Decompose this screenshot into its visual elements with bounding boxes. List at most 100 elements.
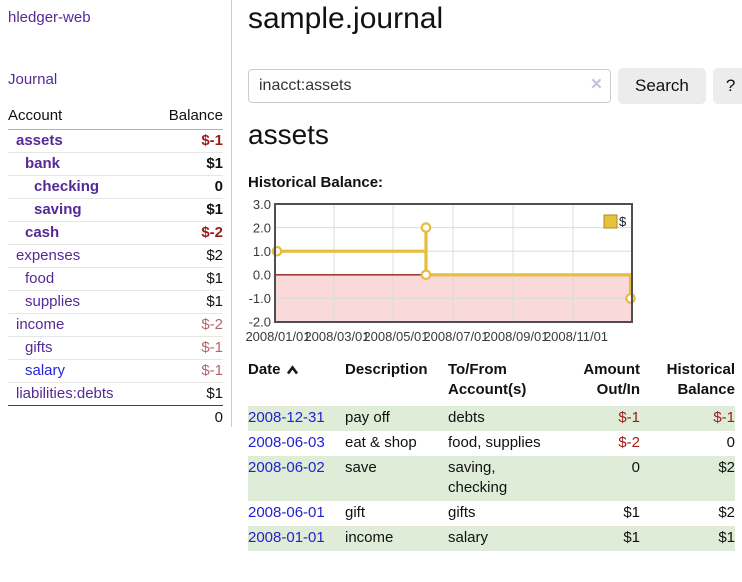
account-balance: $1 [150, 267, 223, 291]
sort-asc-icon [286, 361, 299, 381]
sidebar: hledger-web Journal Account Balance asse… [0, 0, 232, 429]
svg-text:2008/09/01: 2008/09/01 [483, 329, 548, 344]
register-col-description: Description [345, 361, 428, 378]
transaction-accounts: debts [448, 409, 485, 426]
transaction-date-link[interactable]: 2008-12-31 [248, 409, 325, 426]
account-row: saving $1 [8, 198, 223, 222]
accounts-total-row: 0 [8, 405, 223, 429]
account-row: supplies $1 [8, 290, 223, 314]
transaction-date-link[interactable]: 2008-06-01 [248, 504, 325, 521]
sidebar-nav: Journal [8, 71, 223, 88]
svg-text:2008/07/01: 2008/07/01 [423, 329, 488, 344]
account-row: salary $-1 [8, 359, 223, 383]
svg-text:0.0: 0.0 [253, 268, 271, 283]
transaction-description: pay off [345, 409, 390, 426]
account-balance: $2 [150, 244, 223, 268]
account-row: expenses $2 [8, 244, 223, 268]
account-row: gifts $-1 [8, 336, 223, 360]
account-row: bank $1 [8, 152, 223, 176]
chart-series-line [275, 226, 633, 300]
transaction-amount: $-2 [618, 434, 640, 451]
app-brand: hledger-web [8, 9, 223, 26]
transaction-amount: $1 [623, 529, 640, 546]
account-row: liabilities:debts $1 [8, 382, 223, 406]
account-link-liabilities-debts[interactable]: liabilities:debts [16, 385, 114, 402]
svg-text:-1.0: -1.0 [249, 291, 271, 306]
search-field-wrap: × [248, 68, 611, 104]
account-link-checking[interactable]: checking [34, 178, 100, 195]
account-balance: $1 [150, 382, 223, 406]
account-balance: $-2 [150, 313, 223, 337]
transaction-date-link[interactable]: 2008-01-01 [248, 529, 325, 546]
account-balance: $1 [150, 152, 223, 176]
account-link-saving[interactable]: saving [34, 201, 82, 218]
account-balance: 0 [150, 175, 223, 199]
accounts-col-balance: Balance [150, 104, 223, 130]
account-link-salary[interactable]: salary [25, 362, 66, 379]
svg-text:2008/05/01: 2008/05/01 [363, 329, 428, 344]
transaction-accounts: saving, checking [448, 459, 508, 496]
chart-canvas: $ 3.0 2.0 1.0 0.0 -1.0 -2.0 2008/01/01 2… [245, 197, 636, 344]
accounts-col-account: Account [8, 104, 151, 130]
historical-balance-chart: $ 3.0 2.0 1.0 0.0 -1.0 -2.0 2008/01/01 2… [240, 197, 742, 350]
chart-x-axis: 2008/01/01 2008/03/01 2008/05/01 2008/07… [245, 329, 608, 344]
transaction-balance: 0 [726, 434, 735, 451]
register-row: 2008-12-31 pay off debts $-1 $-1 [248, 406, 735, 431]
transaction-balance: $2 [718, 459, 735, 476]
page-title: sample.journal [248, 2, 444, 35]
transaction-balance: $1 [718, 529, 735, 546]
register-col-accounts: To/From Account(s) [448, 361, 527, 398]
account-heading: assets [248, 119, 329, 150]
register-row: 2008-06-03 eat & shop food, supplies $-2… [248, 431, 735, 456]
main-content: sample.journal × Search ? assets Histori… [245, 0, 742, 582]
transaction-amount: $1 [623, 504, 640, 521]
svg-text:2008/11/01: 2008/11/01 [544, 329, 608, 344]
account-balance: $-2 [150, 221, 223, 245]
account-link-supplies[interactable]: supplies [25, 293, 81, 310]
register-header-row: Date Description To/From Account(s) Amou… [248, 358, 735, 406]
chart-border [274, 203, 633, 323]
svg-text:2008/03/01: 2008/03/01 [304, 329, 369, 344]
register-col-date[interactable]: Date [248, 358, 345, 406]
account-link-gifts[interactable]: gifts [25, 339, 53, 356]
search-button[interactable]: Search [618, 68, 706, 104]
account-row: food $1 [8, 267, 223, 291]
register-col-balance: Historical Balance [666, 361, 735, 398]
register-row: 2008-06-02 save saving, checking 0 $2 [248, 456, 735, 501]
register-table: Date Description To/From Account(s) Amou… [248, 358, 735, 551]
svg-text:2008/01/01: 2008/01/01 [245, 329, 310, 344]
account-link-assets[interactable]: assets [16, 132, 63, 149]
search-help-button[interactable]: ? [712, 68, 742, 104]
account-row: checking 0 [8, 175, 223, 199]
register-row: 2008-06-01 gift gifts $1 $2 [248, 501, 735, 526]
svg-text:3.0: 3.0 [253, 200, 271, 212]
account-link-bank[interactable]: bank [25, 155, 61, 172]
brand-link[interactable]: hledger-web [8, 9, 91, 26]
account-row: assets $-1 [8, 130, 223, 153]
search-input[interactable] [248, 69, 611, 103]
transaction-date-link[interactable]: 2008-06-03 [248, 434, 325, 451]
svg-text:-2.0: -2.0 [249, 315, 271, 330]
transaction-amount: $-1 [618, 409, 640, 426]
transaction-description: income [345, 529, 394, 546]
clear-search-icon[interactable]: × [590, 74, 602, 95]
accounts-table: Account Balance assets $-1 bank $1 check… [8, 104, 223, 429]
account-link-food[interactable]: food [25, 270, 55, 287]
account-link-income[interactable]: income [16, 316, 65, 333]
transaction-description: eat & shop [345, 434, 417, 451]
transaction-accounts: gifts [448, 504, 476, 521]
transaction-date-link[interactable]: 2008-06-02 [248, 459, 325, 476]
transaction-balance: $2 [718, 504, 735, 521]
transaction-accounts: salary [448, 529, 489, 546]
account-balance: $-1 [150, 336, 223, 360]
transaction-amount: 0 [631, 459, 640, 476]
sidebar-item-journal[interactable]: Journal [8, 71, 58, 88]
account-balance: $-1 [150, 359, 223, 383]
transaction-balance: $-1 [713, 409, 735, 426]
legend-swatch-icon [603, 214, 618, 229]
search-form: × Search ? [248, 68, 742, 104]
transaction-description: save [345, 459, 377, 476]
account-link-cash[interactable]: cash [25, 224, 60, 241]
transaction-accounts: food, supplies [448, 434, 541, 451]
account-link-expenses[interactable]: expenses [16, 247, 81, 264]
